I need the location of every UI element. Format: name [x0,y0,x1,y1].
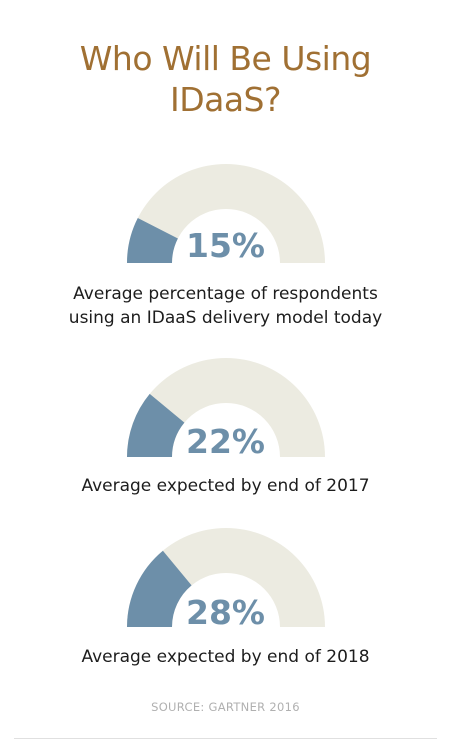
gauge-3-caption-line-1: Average expected by end of 2018 [81,647,370,667]
gauge-2-caption-line-1: Average expected by end of 2017 [81,476,370,496]
gauge-2-value-label: 22% [186,422,265,461]
gauge-2-fill [127,393,185,457]
title-line-1: Who Will Be Using [79,39,372,78]
bottom-divider [14,738,437,739]
title-line-2: IDaaS? [169,80,282,119]
source-note: SOURCE: GARTNER 2016 [151,700,300,714]
gauge-1-fill [127,218,178,263]
gauge-1-caption: Average percentage of respondents using … [0,282,451,330]
gauge-1-caption-line-2: using an IDaaS delivery model today [68,308,383,328]
gauge-3-fill [127,550,192,627]
gauge-3-value-label: 28% [186,593,265,632]
gauge-1-caption-line-1: Average percentage of respondents [73,284,378,304]
gauge-3-caption: Average expected by end of 2018 [0,645,451,669]
gauge-1-value-label: 15% [186,226,265,265]
page-title: Who Will Be Using IDaaS? [0,38,451,120]
gauge-2-caption: Average expected by end of 2017 [0,474,451,498]
